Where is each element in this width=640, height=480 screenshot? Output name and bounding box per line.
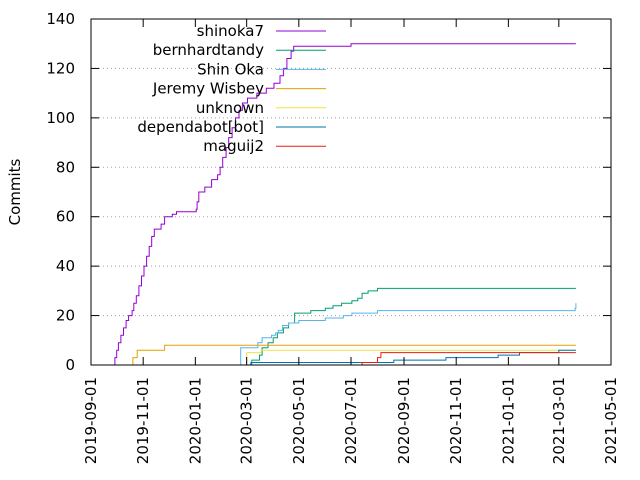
x-tick-label: 2021-03-01: [550, 377, 568, 464]
series-line-2: [238, 303, 577, 366]
x-tick-label: 2021-01-01: [499, 377, 517, 464]
x-tick-label: 2019-09-01: [82, 377, 100, 464]
x-tick-label: 2019-11-01: [134, 377, 152, 464]
y-tick-label: 100: [46, 109, 75, 127]
plot-frame: [90, 18, 612, 366]
x-tick-label: 2020-01-01: [186, 377, 204, 464]
y-tick-label: 120: [46, 59, 75, 77]
legend-label-3: Jeremy Wisbey: [152, 80, 264, 98]
x-tick-label: 2020-05-01: [290, 377, 308, 464]
series-line-0: [113, 43, 576, 366]
y-tick-label: 60: [56, 208, 75, 226]
x-tick-label: 2020-11-01: [447, 377, 465, 464]
legend-label-1: bernhardtandy: [153, 41, 264, 59]
grid-lines: [91, 67, 611, 317]
x-tick-label: 2020-03-01: [238, 377, 256, 464]
series-line-6: [358, 352, 576, 366]
y-tick-label: 20: [56, 307, 75, 325]
y-tick-label: 140: [46, 10, 75, 28]
x-tick-label: 2021-05-01: [602, 377, 620, 464]
legend-label-5: dependabot[bot]: [137, 118, 264, 136]
axis-ticks: 0 20 40 60 80 100 120 140 2019-09-01 2019-11-01 20…: [46, 10, 620, 464]
legend-label-4: unknown: [196, 99, 264, 117]
legend-label-2: Shin Oka: [197, 60, 264, 78]
y-tick-label: 80: [56, 158, 75, 176]
legend-label-6: maguij2: [203, 137, 264, 155]
legend-label-0: shinoka7: [197, 22, 264, 40]
series-line-3: [130, 344, 576, 366]
x-tick-label: 2020-09-01: [395, 377, 413, 464]
y-tick-label: 0: [65, 356, 75, 374]
x-tick-label: 2020-07-01: [342, 377, 360, 464]
y-tick-label: 40: [56, 257, 75, 275]
y-axis-label: Commits: [6, 158, 24, 225]
series-line-1: [239, 287, 576, 366]
